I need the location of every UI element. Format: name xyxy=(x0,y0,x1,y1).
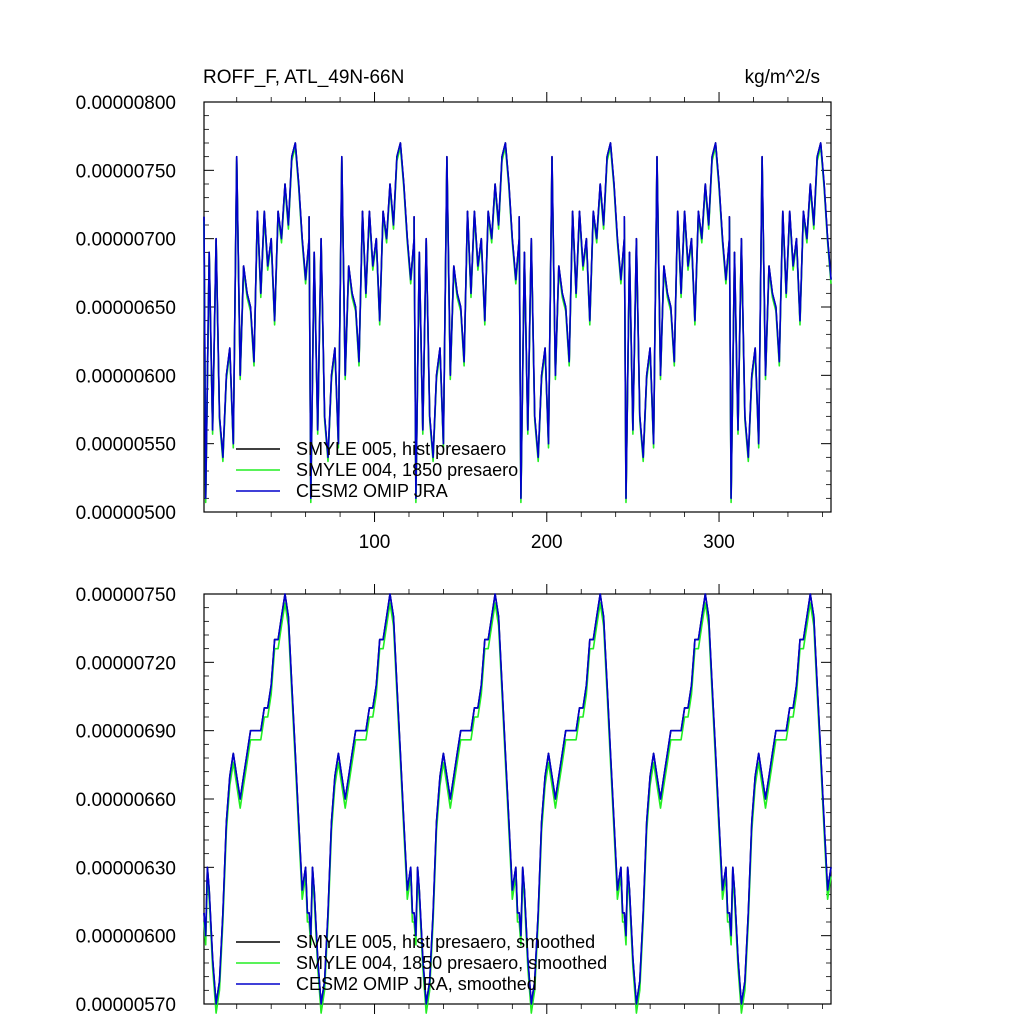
y-tick-labels: 0.00000500 0.00000550 0.00000600 0.00000650… xyxy=(76,93,176,524)
y-tick-label: 0.00000630 xyxy=(76,858,176,879)
y-tick-labels: 0.00000570 0.00000600 0.00000630 0.00000660… xyxy=(76,585,176,1016)
legend-label: SMYLE 004, 1850 presaero xyxy=(296,460,518,480)
y-tick-label: 0.00000690 xyxy=(76,722,176,743)
y-tick-label: 0.00000650 xyxy=(76,298,176,319)
y-tick-label: 0.00000600 xyxy=(76,366,176,387)
y-tick-label: 0.00000800 xyxy=(76,93,176,114)
series-lines xyxy=(203,593,832,1014)
x-tick-labels: 100 200 300 xyxy=(359,532,735,553)
chart-units: kg/m^2/s xyxy=(745,67,820,88)
y-tick-label: 0.00000500 xyxy=(76,503,176,524)
x-tick-label: 200 xyxy=(531,532,563,553)
series-line-2 xyxy=(203,593,832,1005)
chart-title: ROFF_F, ATL_49N-66N xyxy=(203,67,404,88)
legend-label: SMYLE 004, 1850 presaero, smoothed xyxy=(296,953,607,973)
y-tick-label: 0.00000570 xyxy=(76,995,176,1016)
y-tick-label: 0.00000720 xyxy=(76,653,176,674)
x-tick-label: 100 xyxy=(359,532,391,553)
series-line-2 xyxy=(203,142,832,500)
y-tick-label: 0.00000550 xyxy=(76,435,176,456)
legend-label: CESM2 OMIP JRA, smoothed xyxy=(296,974,537,994)
y-tick-label: 0.00000750 xyxy=(76,585,176,606)
y-tick-label: 0.00000660 xyxy=(76,790,176,811)
y-tick-label: 0.00000700 xyxy=(76,230,176,251)
legend-label: SMYLE 005, hist presaero xyxy=(296,439,506,459)
legend-label: CESM2 OMIP JRA xyxy=(296,481,448,501)
series-lines xyxy=(203,142,832,504)
legend-label: SMYLE 005, hist presaero, smoothed xyxy=(296,932,595,952)
panel-bottom: 0.00000570 0.00000600 0.00000630 0.00000660… xyxy=(76,584,832,1016)
ticks xyxy=(204,92,831,522)
x-tick-label: 300 xyxy=(703,532,735,553)
legend: SMYLE 005, hist presaero, smoothedSMYLE … xyxy=(236,932,607,994)
y-tick-label: 0.00000750 xyxy=(76,161,176,182)
panel-top: ROFF_F, ATL_49N-66N kg/m^2/s 0.000005000… xyxy=(76,67,832,553)
y-tick-label: 0.00000600 xyxy=(76,927,176,948)
